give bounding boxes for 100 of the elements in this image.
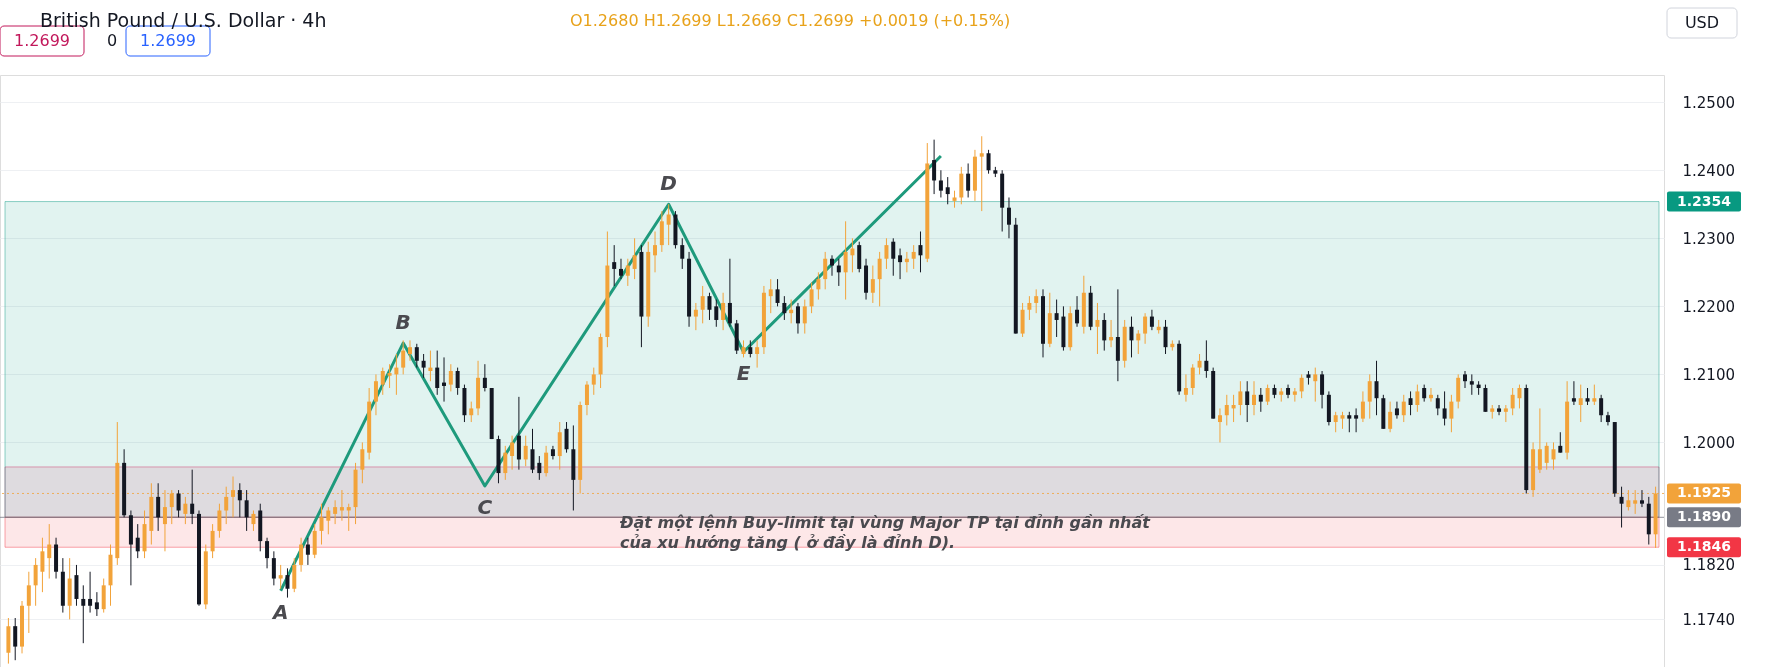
text: USD bbox=[1684, 13, 1720, 32]
candlestick bbox=[898, 248, 903, 280]
y-tick-label: 1.2400 bbox=[1682, 161, 1735, 180]
candlestick bbox=[1537, 407, 1542, 474]
band-label: 1.1846 bbox=[1676, 538, 1732, 555]
candlestick bbox=[1415, 384, 1420, 413]
y-tick-label: 1.2200 bbox=[1682, 297, 1735, 316]
ref-line-label: 1.1890 bbox=[1676, 508, 1732, 525]
candlestick bbox=[265, 537, 270, 569]
candlestick bbox=[537, 455, 542, 481]
candlestick bbox=[156, 482, 161, 532]
candlestick bbox=[1551, 441, 1556, 471]
candlestick bbox=[1102, 312, 1107, 352]
candlestick bbox=[510, 435, 515, 471]
candlestick bbox=[47, 523, 52, 580]
candlestick bbox=[945, 176, 950, 205]
candlestick bbox=[360, 441, 365, 484]
candlestick bbox=[619, 258, 623, 280]
candlestick bbox=[190, 469, 195, 525]
candlestick bbox=[380, 367, 385, 396]
chart-title: British Pound / U.S. Dollar · 4h bbox=[40, 9, 327, 31]
candlestick bbox=[1183, 373, 1188, 403]
candlestick bbox=[1469, 373, 1474, 396]
candlestick bbox=[1265, 384, 1270, 406]
candlestick bbox=[659, 210, 664, 253]
candlestick bbox=[1190, 363, 1195, 396]
candlestick bbox=[1360, 390, 1365, 423]
candlestick bbox=[918, 231, 923, 273]
annotation: Đặt một lệnh Buy-limit tại vùng Major TP tại đỉnh gần nhất của xu hướng tăng ( ở đầy là đỉnh D). bbox=[619, 513, 1152, 552]
candlestick bbox=[1054, 299, 1059, 338]
candlestick bbox=[557, 421, 562, 471]
candlestick bbox=[1354, 407, 1359, 433]
candlestick bbox=[333, 499, 338, 525]
candlestick bbox=[1027, 295, 1032, 321]
y-tick-label: 1.2500 bbox=[1682, 93, 1735, 112]
candlestick bbox=[666, 203, 671, 246]
y-tick-label: 1.1740 bbox=[1682, 610, 1735, 629]
candlestick bbox=[299, 537, 304, 573]
candlestick bbox=[1299, 373, 1304, 399]
candlestick bbox=[564, 421, 569, 454]
candlestick bbox=[516, 396, 521, 471]
candlestick bbox=[877, 251, 882, 307]
candlestick bbox=[81, 584, 86, 644]
candlestick bbox=[1095, 302, 1100, 355]
candlestick bbox=[312, 523, 317, 559]
candlestick bbox=[727, 258, 732, 328]
candlestick bbox=[448, 363, 453, 392]
candlestick bbox=[938, 169, 943, 198]
candlestick bbox=[88, 571, 93, 614]
candlestick bbox=[653, 231, 658, 273]
candlestick bbox=[979, 135, 984, 212]
candlestick bbox=[237, 482, 242, 518]
candlestick bbox=[1217, 407, 1222, 443]
candlestick bbox=[1401, 394, 1406, 423]
candlestick bbox=[1388, 401, 1393, 433]
candlestick bbox=[135, 523, 140, 559]
candlestick bbox=[1592, 384, 1597, 406]
candlestick bbox=[802, 299, 807, 335]
candlestick bbox=[795, 302, 800, 335]
candlestick bbox=[612, 244, 617, 287]
candlestick bbox=[932, 139, 937, 195]
candlestick bbox=[1313, 367, 1318, 403]
candlestick bbox=[244, 489, 249, 532]
candlestick bbox=[870, 265, 875, 304]
candlestick bbox=[1204, 339, 1209, 379]
candlestick bbox=[26, 571, 31, 634]
candlestick bbox=[1435, 394, 1440, 416]
candlestick bbox=[271, 550, 276, 586]
candlestick bbox=[1224, 394, 1229, 426]
candlestick bbox=[530, 428, 535, 474]
candlestick bbox=[1558, 431, 1563, 454]
candlestick bbox=[278, 564, 283, 590]
candlestick bbox=[959, 166, 964, 205]
candlestick bbox=[1463, 370, 1468, 389]
candlestick bbox=[911, 244, 916, 270]
candlestick bbox=[816, 271, 821, 301]
candlestick bbox=[33, 557, 38, 607]
candlestick bbox=[700, 285, 705, 324]
candlestick bbox=[305, 537, 310, 566]
candlestick bbox=[584, 380, 589, 416]
candlestick bbox=[1619, 486, 1624, 529]
band-label: 1.2354 bbox=[1676, 192, 1732, 209]
candlestick bbox=[1163, 319, 1168, 355]
candlestick bbox=[1483, 384, 1488, 413]
candlestick bbox=[435, 350, 440, 396]
candlestick bbox=[884, 237, 889, 270]
candlestick bbox=[503, 445, 508, 481]
candlestick bbox=[176, 489, 181, 518]
text: 1.2699 bbox=[14, 31, 70, 50]
candlestick bbox=[1571, 380, 1576, 406]
candlestick bbox=[482, 363, 487, 392]
candlestick bbox=[231, 475, 236, 518]
candlestick bbox=[1394, 401, 1399, 420]
candlestick bbox=[707, 292, 712, 321]
candlestick bbox=[1374, 360, 1379, 416]
candlestick bbox=[1245, 380, 1250, 423]
candlestick bbox=[1449, 394, 1454, 433]
candlestick bbox=[714, 299, 719, 328]
candlestick bbox=[1347, 411, 1352, 433]
annotation: E bbox=[736, 360, 751, 385]
